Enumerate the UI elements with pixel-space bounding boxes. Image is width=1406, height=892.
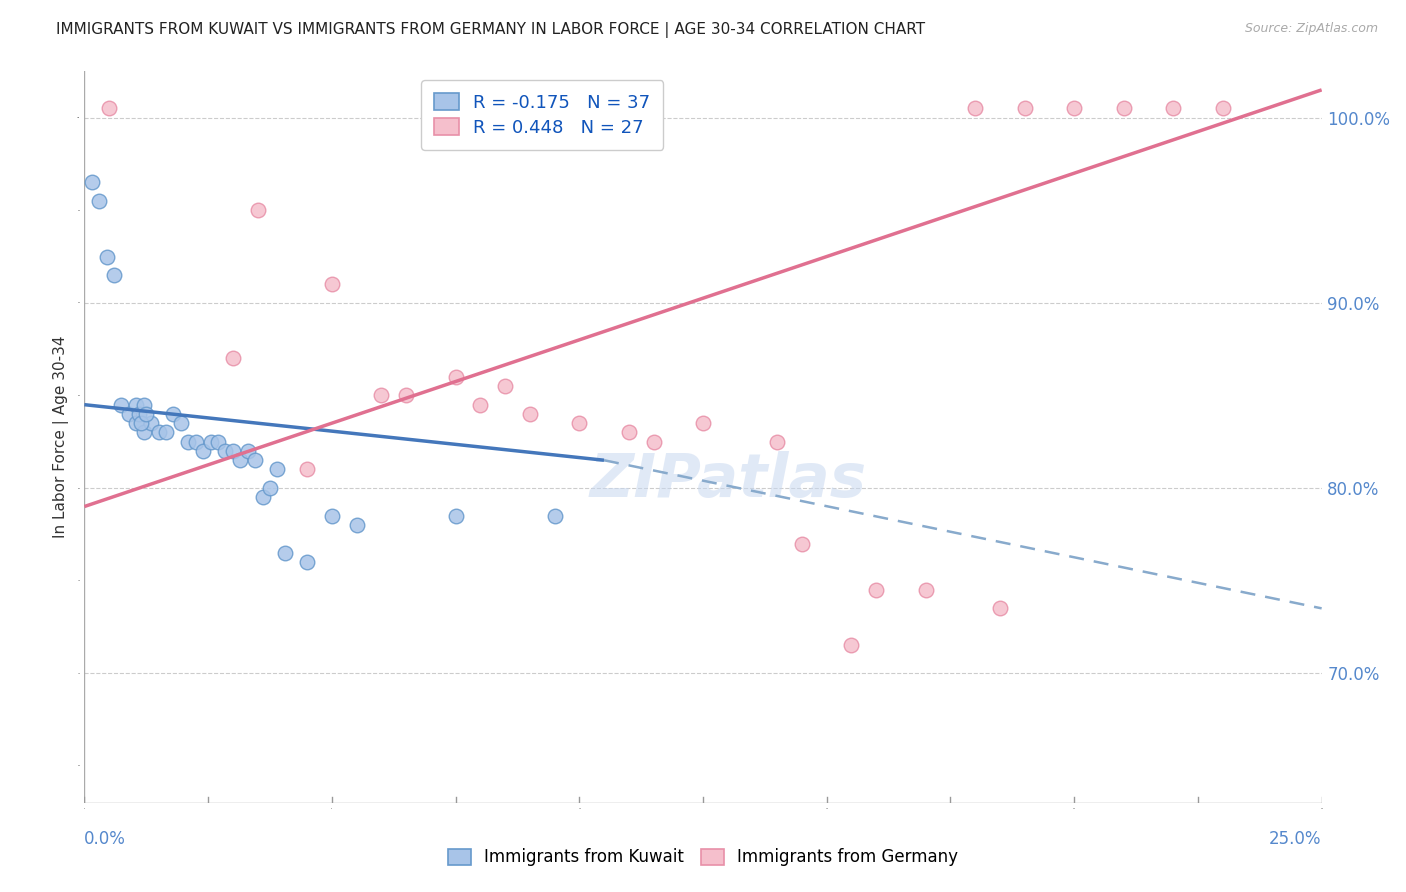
Point bbox=[177, 434, 200, 449]
Point bbox=[370, 388, 392, 402]
Point bbox=[89, 194, 111, 208]
Point bbox=[1212, 102, 1234, 116]
Y-axis label: In Labor Force | Age 30-34: In Labor Force | Age 30-34 bbox=[52, 335, 69, 539]
Point bbox=[1014, 102, 1036, 116]
Point bbox=[243, 453, 266, 467]
Point bbox=[494, 379, 516, 393]
Point bbox=[395, 388, 418, 402]
Point bbox=[132, 425, 155, 440]
Point bbox=[988, 601, 1011, 615]
Text: Source: ZipAtlas.com: Source: ZipAtlas.com bbox=[1244, 22, 1378, 36]
Point bbox=[200, 434, 222, 449]
Point bbox=[766, 434, 789, 449]
Point bbox=[207, 434, 229, 449]
Point bbox=[98, 102, 121, 116]
Point bbox=[346, 518, 368, 533]
Point bbox=[125, 416, 148, 430]
Point bbox=[444, 508, 467, 523]
Point bbox=[295, 555, 318, 569]
Point bbox=[155, 425, 177, 440]
Point bbox=[1063, 102, 1085, 116]
Text: IMMIGRANTS FROM KUWAIT VS IMMIGRANTS FROM GERMANY IN LABOR FORCE | AGE 30-34 COR: IMMIGRANTS FROM KUWAIT VS IMMIGRANTS FRO… bbox=[56, 22, 925, 38]
Legend: Immigrants from Kuwait, Immigrants from Germany: Immigrants from Kuwait, Immigrants from … bbox=[439, 840, 967, 875]
Point bbox=[444, 370, 467, 384]
Point bbox=[252, 490, 274, 504]
Point bbox=[135, 407, 157, 421]
Point bbox=[214, 444, 236, 458]
Point bbox=[617, 425, 640, 440]
Point bbox=[692, 416, 714, 430]
Point bbox=[321, 508, 343, 523]
Point bbox=[1161, 102, 1184, 116]
Point bbox=[229, 453, 252, 467]
Point bbox=[841, 639, 863, 653]
Point bbox=[141, 416, 163, 430]
Point bbox=[274, 546, 297, 560]
Point bbox=[568, 416, 591, 430]
Point bbox=[470, 398, 492, 412]
Point bbox=[914, 582, 936, 597]
Point bbox=[519, 407, 541, 421]
Point bbox=[266, 462, 288, 476]
Point bbox=[790, 536, 813, 550]
Point bbox=[865, 582, 887, 597]
Point bbox=[162, 407, 184, 421]
Point bbox=[543, 508, 565, 523]
Point bbox=[148, 425, 170, 440]
Point bbox=[96, 250, 118, 264]
Text: 25.0%: 25.0% bbox=[1270, 830, 1322, 847]
Point bbox=[125, 398, 148, 412]
Point bbox=[191, 444, 214, 458]
Point bbox=[295, 462, 318, 476]
Text: ZIPatlas: ZIPatlas bbox=[589, 451, 866, 510]
Point bbox=[184, 434, 207, 449]
Text: 0.0%: 0.0% bbox=[84, 830, 127, 847]
Point bbox=[246, 203, 269, 218]
Point bbox=[1112, 102, 1135, 116]
Point bbox=[103, 268, 125, 282]
Point bbox=[118, 407, 141, 421]
Point bbox=[222, 444, 245, 458]
Point bbox=[965, 102, 987, 116]
Legend: R = -0.175   N = 37, R = 0.448   N = 27: R = -0.175 N = 37, R = 0.448 N = 27 bbox=[420, 80, 664, 150]
Point bbox=[132, 398, 155, 412]
Point bbox=[643, 434, 665, 449]
Point bbox=[236, 444, 259, 458]
Point bbox=[321, 277, 343, 292]
Point bbox=[110, 398, 132, 412]
Point bbox=[222, 351, 245, 366]
Point bbox=[170, 416, 193, 430]
Point bbox=[259, 481, 281, 495]
Point bbox=[128, 407, 150, 421]
Point bbox=[80, 176, 103, 190]
Point bbox=[129, 416, 152, 430]
